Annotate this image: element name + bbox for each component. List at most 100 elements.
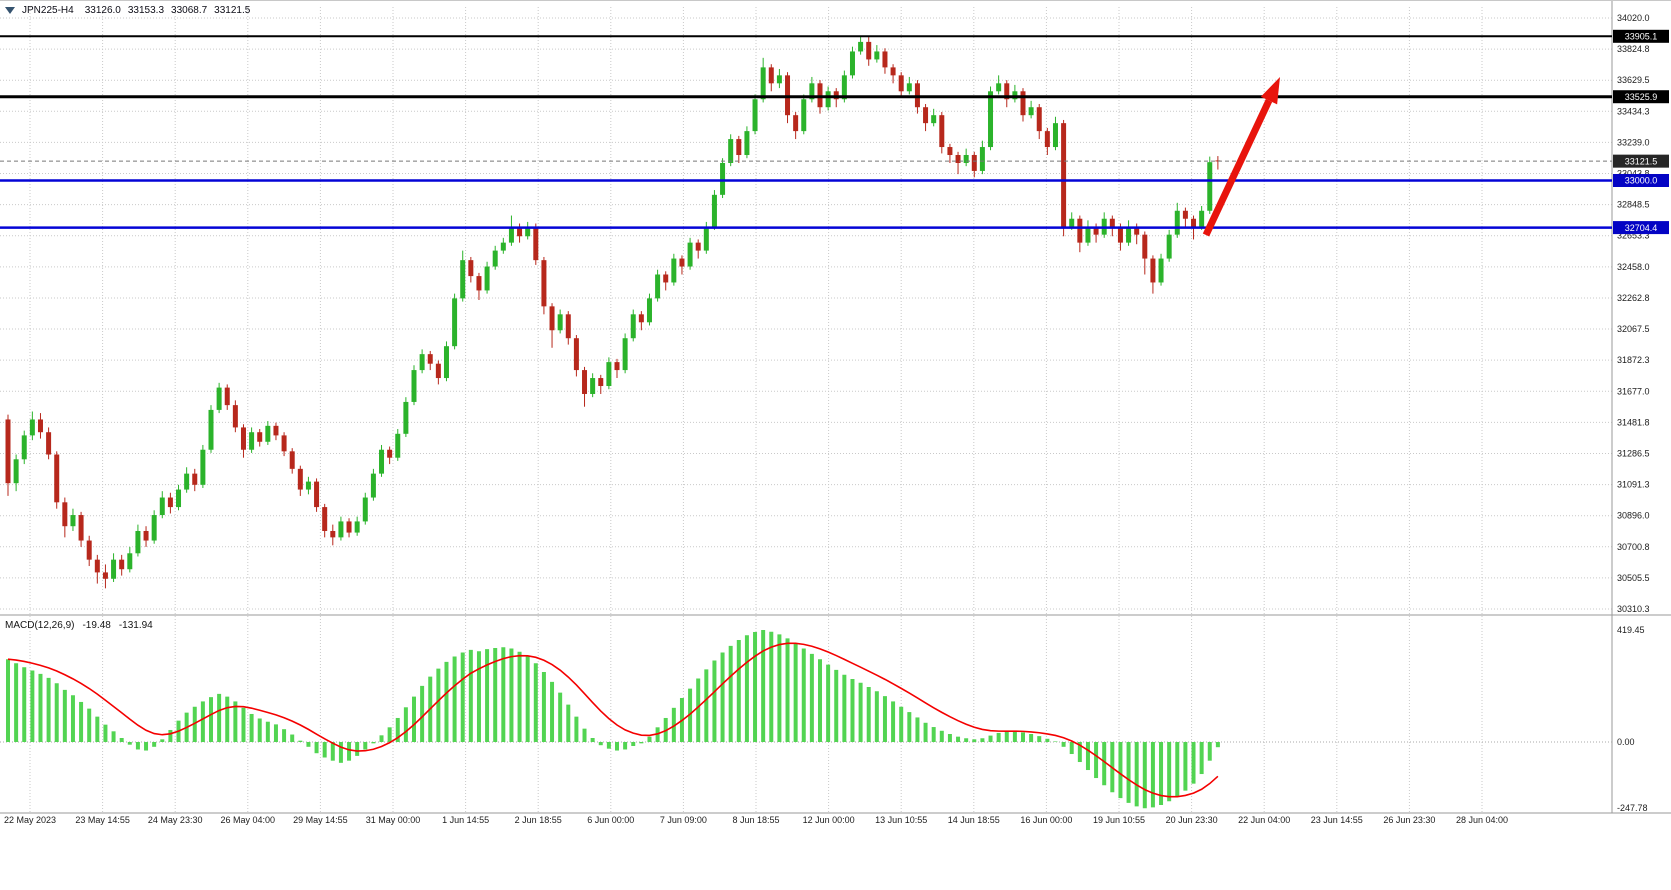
candle-body	[1134, 226, 1140, 235]
candle-body	[419, 354, 425, 371]
candle-body	[54, 454, 60, 503]
time-axis-label: 31 May 00:00	[366, 815, 421, 825]
candle-body	[297, 468, 303, 490]
candle-body	[638, 314, 644, 323]
candle-body	[809, 83, 815, 100]
horizontal-price-lines[interactable]	[0, 35, 1612, 229]
candle-body	[208, 409, 214, 450]
candle-body	[776, 75, 782, 84]
time-axis[interactable]: 22 May 2023 23 May 14:55 24 May 23:30 26 Ma…	[4, 815, 1508, 825]
time-axis-label: 6 Jun 00:00	[587, 815, 634, 825]
candle-body	[711, 194, 717, 227]
time-axis-label: 16 Jun 00:00	[1020, 815, 1072, 825]
candle-body	[5, 419, 11, 484]
candle-body	[703, 226, 709, 251]
arrow-head	[1260, 77, 1280, 105]
time-axis-label: 8 Jun 18:55	[732, 815, 779, 825]
candle-body	[78, 515, 84, 541]
candle-body	[395, 433, 401, 458]
candle-body	[582, 370, 588, 394]
price-badge-label: 33525.9	[1625, 92, 1658, 102]
price-axis-label: 34020.0	[1617, 13, 1650, 23]
candle-body	[760, 67, 766, 100]
candle-body	[1069, 218, 1075, 227]
candle-body	[1126, 226, 1132, 243]
macd-signal-value: -131.94	[118, 620, 153, 631]
candle-body	[541, 260, 547, 307]
candle-body	[281, 435, 287, 452]
candle-body	[590, 378, 596, 394]
candle-body	[127, 553, 133, 570]
candle-body	[46, 432, 52, 455]
candle-body	[29, 419, 35, 436]
candle-body	[265, 425, 271, 442]
time-axis-label: 7 Jun 09:00	[660, 815, 707, 825]
candle-body	[906, 83, 912, 92]
candle-body	[151, 515, 157, 541]
candle-body	[573, 338, 579, 371]
candle-body	[484, 266, 490, 291]
macd-axis-label: 419.45	[1617, 625, 1645, 635]
candle-body	[858, 41, 864, 52]
candle-body	[1158, 258, 1164, 283]
candle-body	[671, 258, 677, 283]
price-axis-label: 33043.8	[1617, 169, 1650, 179]
price-axis-label: 31286.5	[1617, 448, 1650, 458]
candle-body	[736, 139, 742, 156]
price-axis-label: 31481.8	[1617, 417, 1650, 427]
candle-body	[322, 507, 328, 531]
time-axis-label: 28 Jun 04:00	[1456, 815, 1508, 825]
candle-body	[752, 99, 758, 132]
macd-label: MACD(12,26,9)	[5, 620, 75, 631]
candle-body	[1199, 210, 1205, 227]
ohlc-low-value: 33068.7	[171, 5, 208, 16]
macd-axis-label: -247.78	[1617, 803, 1648, 813]
candle-body	[630, 314, 636, 339]
candle-body	[354, 521, 360, 533]
time-axis-label: 1 Jun 14:55	[442, 815, 489, 825]
price-badge	[1613, 221, 1669, 235]
candle-body	[1166, 234, 1172, 259]
ohlc-open-value: 33126.0	[84, 5, 121, 16]
time-axis-label: 12 Jun 00:00	[803, 815, 855, 825]
time-axis-label: 14 Jun 18:55	[948, 815, 1000, 825]
candle-body	[679, 258, 685, 267]
candle-body	[111, 559, 117, 579]
candle-body	[1052, 123, 1058, 148]
candle-body	[923, 107, 929, 124]
candle-body	[955, 155, 961, 163]
candle-body	[338, 521, 344, 538]
candle-body	[841, 75, 847, 100]
ohlc-high-value: 33153.3	[127, 5, 165, 16]
arrow-shaft	[1202, 99, 1273, 237]
candle-body	[1044, 131, 1050, 148]
candle-body	[525, 226, 531, 237]
candle-body	[476, 276, 482, 291]
macd-axis-label: 0.00	[1617, 737, 1635, 747]
collapse-triangle-icon[interactable]	[5, 7, 15, 14]
price-badge-label: 33000.0	[1625, 176, 1658, 186]
price-axis-label: 31872.3	[1617, 355, 1650, 365]
candle-body	[411, 370, 417, 402]
candle-body	[314, 481, 320, 508]
symbol-ohlc-readout: JPN225-H4 33126.0 33153.3 33068.7 33121.…	[5, 5, 250, 16]
price-axis-label: 30505.5	[1617, 573, 1650, 583]
trend-arrow-annotation[interactable]	[1202, 77, 1280, 237]
price-axis-label: 32262.8	[1617, 293, 1650, 303]
price-axis[interactable]: 34020.0 33824.8 33629.5 33434.3 33239.0 33043…	[1613, 13, 1669, 813]
candle-body	[167, 497, 173, 508]
candle-body	[21, 435, 27, 460]
candle-body	[135, 530, 141, 554]
candle-body	[346, 521, 352, 533]
time-axis-label: 2 Jun 18:55	[515, 815, 562, 825]
time-axis-label: 13 Jun 10:55	[875, 815, 927, 825]
grid-layer	[0, 1, 1671, 814]
price-axis-label: 30700.8	[1617, 542, 1650, 552]
candle-body	[663, 274, 669, 283]
candle-body	[825, 91, 831, 108]
candle-body	[1028, 107, 1034, 116]
price-axis-label: 31091.3	[1617, 480, 1650, 490]
candle-body	[687, 242, 693, 267]
